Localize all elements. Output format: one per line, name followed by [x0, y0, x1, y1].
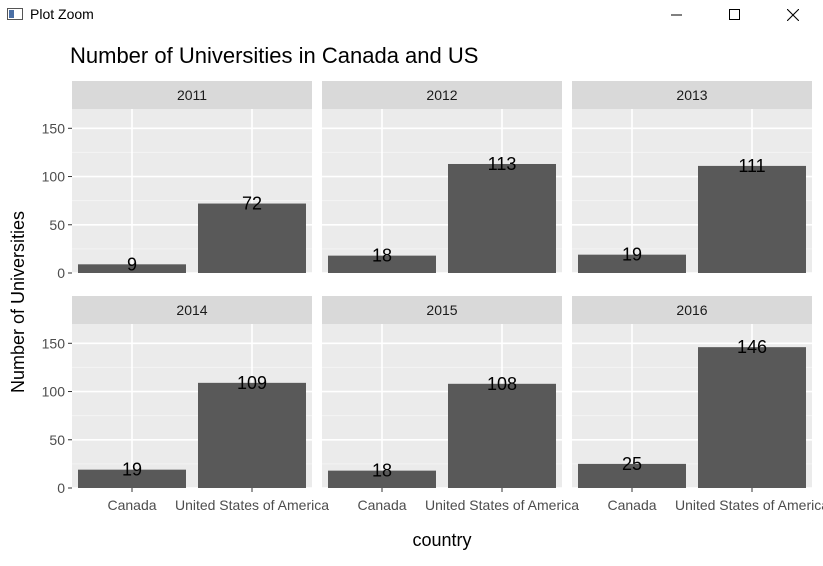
y-tick-label: 150: [42, 335, 66, 351]
x-tick-label: Canada: [357, 497, 406, 513]
facet-strip: [322, 296, 562, 324]
facet-strip-label: 2016: [676, 302, 707, 318]
y-axis-title: Number of Universities: [8, 211, 28, 393]
facet-strip-label: 2013: [676, 87, 707, 103]
facet-strip: [572, 81, 812, 109]
bar: [78, 264, 186, 273]
facet-strip-label: 2015: [426, 302, 457, 318]
window-title: Plot Zoom: [30, 6, 94, 22]
plot-window-icon: [7, 8, 23, 20]
y-tick-label: 0: [57, 265, 65, 281]
x-tick-label: Canada: [607, 497, 656, 513]
bar: [448, 163, 556, 273]
bar: [578, 463, 686, 488]
plot-area: Number of Universities in Canada and US 2…: [0, 30, 823, 561]
bar-value-label: 113: [488, 154, 517, 174]
x-tick-label: United States of America: [675, 497, 823, 513]
bar: [198, 203, 306, 273]
bar-value-label: 111: [738, 156, 765, 176]
x-tick-label: United States of America: [425, 497, 579, 513]
facet-strip-label: 2014: [176, 302, 207, 318]
minimize-icon: [671, 14, 682, 16]
bar: [578, 254, 686, 273]
y-tick-label: 150: [42, 120, 66, 136]
facet-strip: [72, 296, 312, 324]
bar: [198, 382, 306, 488]
facet-strip: [72, 81, 312, 109]
y-tick-label: 100: [42, 384, 66, 400]
bar-value-label: 109: [237, 373, 267, 393]
bar: [328, 255, 436, 273]
title-bar: Plot Zoom: [0, 0, 823, 30]
facet-strip-label: 2011: [177, 87, 207, 103]
chart-title: Number of Universities in Canada and US: [70, 43, 478, 68]
facet-strip: [572, 296, 812, 324]
bar: [698, 347, 806, 488]
bar: [698, 165, 806, 273]
maximize-button[interactable]: [706, 0, 764, 30]
bar-value-label: 18: [372, 246, 392, 266]
y-tick-label: 50: [49, 217, 65, 233]
bar-value-label: 18: [372, 461, 392, 481]
bar: [78, 469, 186, 488]
bar-value-label: 19: [122, 460, 142, 480]
bar-value-label: 72: [242, 194, 262, 214]
x-tick-label: Canada: [107, 497, 156, 513]
x-tick-label: United States of America: [175, 497, 329, 513]
bar-value-label: 108: [487, 374, 517, 394]
maximize-icon: [729, 9, 740, 20]
bar-value-label: 19: [622, 245, 642, 265]
faceted-bar-chart: Number of Universities in Canada and US 2…: [8, 43, 823, 550]
bar-value-label: 146: [737, 337, 767, 357]
y-tick-label: 100: [42, 169, 66, 185]
x-axis-title: country: [412, 530, 471, 550]
bar-value-label: 25: [622, 454, 642, 474]
y-tick-label: 50: [49, 432, 65, 448]
facet-strip: [322, 81, 562, 109]
bar: [448, 383, 556, 488]
bar-value-label: 9: [127, 254, 137, 274]
y-tick-label: 0: [57, 480, 65, 496]
minimize-button[interactable]: [648, 0, 706, 30]
close-icon: [787, 9, 799, 21]
close-button[interactable]: [764, 0, 822, 30]
facet-strip-label: 2012: [426, 87, 457, 103]
bar: [328, 470, 436, 488]
